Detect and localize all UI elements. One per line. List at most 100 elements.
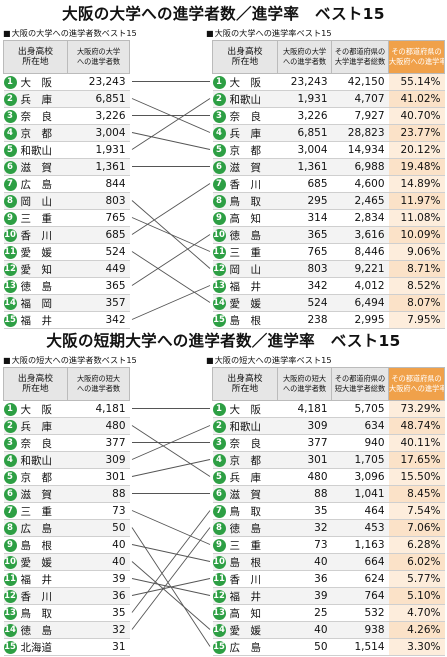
rank-badge: 14 [212,623,226,637]
univ-right-caption: 大阪の大学への進学率ベスト15 [206,27,332,39]
rank-connector-line [131,544,211,562]
prefecture-name: 徳 島 [229,226,278,244]
student-count: 4,181 [67,400,130,418]
student-count: 377 [67,434,130,452]
rank-badge: 3 [212,436,226,450]
student-count: 301 [67,468,130,486]
table-row: 10 徳 島 365 3,616 10.09% [212,226,445,244]
prefecture-name: 京 都 [229,141,278,159]
rank-connector-line [131,510,211,545]
rank-connector-line [131,459,211,477]
osaka-count: 377 [277,434,332,452]
prefecture-name: 和歌山 [20,141,68,159]
rank-badge: 4 [212,126,226,140]
header-osaka-count: 大阪府の短大 への進学者数 [277,367,333,401]
rate-value: 7.54% [388,502,445,520]
student-count: 23,243 [67,73,130,91]
rank-badge: 4 [212,453,226,467]
student-count: 309 [67,451,130,469]
osaka-count: 88 [277,485,332,503]
student-count: 3,226 [67,107,130,125]
rank-badge: 3 [3,109,17,123]
rate-value: 40.70% [388,107,445,125]
prefecture-name: 鳥 取 [20,604,68,622]
rate-value: 73.29% [388,400,445,418]
prefecture-name: 島 根 [229,553,278,571]
rank-badge: 11 [3,245,17,259]
prefecture-name: 京 都 [20,124,68,142]
prefecture-name: 岡 山 [20,192,68,210]
header-total: その都道府県の 短大進学者総数 [331,367,390,401]
student-count: 685 [67,226,130,244]
prefecture-name: 広 島 [20,175,68,193]
osaka-count: 238 [277,311,332,329]
prefecture-name: 大 阪 [229,400,278,418]
prefecture-name: 愛 媛 [20,243,68,261]
jc-rank-connector-lines [131,408,211,647]
table-row: 11 愛 媛 524 [3,243,130,261]
table-row: 12 香 川 36 [3,587,130,605]
osaka-count: 803 [277,260,332,278]
rank-badge: 1 [212,402,226,416]
student-count: 32 [67,621,130,639]
university-section-title: 大阪の大学への進学者数／進学率 ベスト15 [62,5,385,23]
total-count: 764 [331,587,389,605]
prefecture-name: 兵 庫 [229,468,278,486]
prefecture-name: 三 重 [229,243,278,261]
prefecture-name: 大 阪 [229,73,278,91]
total-count: 5,705 [331,400,389,418]
student-count: 40 [67,553,130,571]
rate-value: 8.52% [388,277,445,295]
rank-badge: 12 [212,262,226,276]
osaka-count: 365 [277,226,332,244]
osaka-count: 765 [277,243,332,261]
prefecture-name: 和歌山 [229,417,278,435]
total-count: 3,096 [331,468,389,486]
osaka-count: 36 [277,570,332,588]
rate-value: 23.77% [388,124,445,142]
student-count: 480 [67,417,130,435]
prefecture-name: 広 島 [20,519,68,537]
table-row: 15 島 根 238 2,995 7.95% [212,311,445,329]
table-row: 15 広 島 50 1,514 3.30% [212,638,445,656]
osaka-count: 3,004 [277,141,332,159]
rank-badge: 8 [212,194,226,208]
rank-connector-line [131,561,211,630]
prefecture-name: 愛 媛 [229,621,278,639]
prefecture-name: 高 知 [229,209,278,227]
junior-college-section-title: 大阪の短期大学への進学者数／進学率 ベスト15 [46,332,401,350]
osaka-count: 524 [277,294,332,312]
student-count: 1,361 [67,158,130,176]
student-count: 31 [67,638,130,656]
rank-connector-line [131,285,211,320]
rate-value: 4.26% [388,621,445,639]
rank-connector-line [131,578,211,596]
total-count: 464 [331,502,389,520]
student-count: 39 [67,570,130,588]
total-count: 2,995 [331,311,389,329]
student-count: 765 [67,209,130,227]
table-row: 13 福 井 342 4,012 8.52% [212,277,445,295]
rank-badge: 11 [212,572,226,586]
rank-badge: 14 [212,296,226,310]
student-count: 449 [67,260,130,278]
rate-value: 9.06% [388,243,445,261]
header-prefecture: 出身高校 所在地 [2,367,69,401]
rank-connector-line [131,510,211,613]
rank-badge: 5 [3,143,17,157]
prefecture-name: 三 重 [229,536,278,554]
rank-connector-line [131,183,211,235]
table-row: 13 高 知 25 532 4.70% [212,604,445,622]
